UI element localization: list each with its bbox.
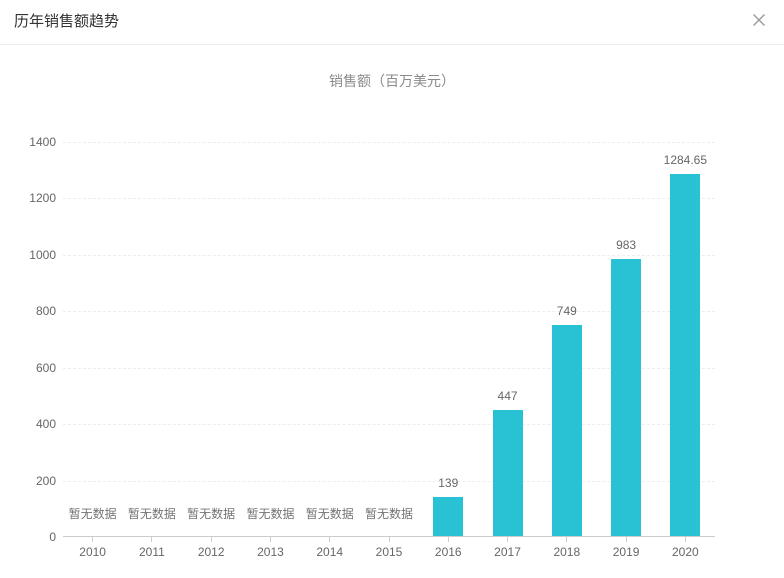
bar-value-label: 1284.65 (663, 152, 708, 167)
axis-tick (269, 537, 271, 542)
no-data-label: 暂无数据 (127, 507, 176, 521)
x-tick-label: 2019 (612, 545, 640, 559)
no-data-label: 暂无数据 (187, 507, 236, 521)
gridline (63, 480, 715, 482)
axis-tick (151, 537, 153, 542)
axis-tick (625, 537, 627, 542)
bar[interactable] (492, 409, 523, 536)
bar[interactable] (551, 324, 582, 536)
axis-tick (92, 537, 94, 542)
chart-title: 销售额（百万美元） (329, 73, 455, 89)
bar-value-label: 447 (497, 388, 518, 403)
bar[interactable] (433, 496, 464, 536)
axis-tick (329, 537, 331, 542)
gridline (63, 142, 715, 143)
modal-title: 历年销售额趋势 (14, 13, 120, 30)
x-tick-label: 2017 (494, 545, 521, 559)
no-data-label: 暂无数据 (364, 507, 413, 521)
gridline (63, 254, 715, 256)
x-tick-label: 2018 (553, 545, 581, 559)
y-tick-label: 600 (35, 360, 56, 375)
y-tick-label: 1400 (29, 135, 56, 149)
x-tick-label: 2011 (139, 545, 165, 559)
x-tick-label: 2020 (672, 545, 699, 559)
axis-tick (388, 537, 390, 542)
gridline (63, 424, 715, 426)
no-data-label: 暂无数据 (305, 507, 354, 521)
gridline (63, 311, 715, 313)
y-tick-label: 1000 (29, 247, 56, 262)
bar-value-label: 749 (556, 303, 577, 318)
x-tick-label: 2014 (316, 545, 344, 559)
x-tick-label: 2012 (197, 545, 225, 559)
x-tick-label: 2016 (434, 545, 462, 559)
close-icon (752, 13, 766, 27)
bar-value-label: 139 (438, 475, 459, 490)
x-tick-label: 2010 (79, 545, 106, 559)
plot-area: 2010 暂无数据 2011 暂无数据 2012 暂无数据 2013 暂无数据 2014 暂无数据… (63, 142, 715, 559)
x-tick-label: 2013 (257, 545, 284, 559)
y-tick-label: 400 (35, 417, 56, 432)
gridline (63, 198, 715, 200)
close-button[interactable] (750, 11, 768, 29)
no-data-label: 暂无数据 (246, 507, 295, 521)
axis-tick (507, 537, 509, 542)
y-tick-label: 0 (49, 530, 56, 544)
bar[interactable] (670, 173, 701, 536)
axis-tick (684, 537, 686, 542)
axis-tick (447, 537, 449, 542)
y-tick-label: 800 (35, 304, 56, 319)
bar-value-label: 983 (616, 237, 637, 252)
x-tick-label: 2015 (375, 545, 403, 559)
axis-tick (210, 537, 212, 542)
y-axis: 0 200 400 600 800 1000 1200 1400 (0, 135, 56, 544)
axis-tick (566, 537, 568, 542)
y-tick-label: 1200 (29, 191, 56, 206)
bar[interactable] (611, 258, 642, 536)
gridline (63, 367, 715, 369)
no-data-label: 暂无数据 (68, 507, 117, 521)
modal-header: 历年销售额趋势 (0, 0, 784, 45)
y-tick-label: 200 (35, 473, 56, 488)
